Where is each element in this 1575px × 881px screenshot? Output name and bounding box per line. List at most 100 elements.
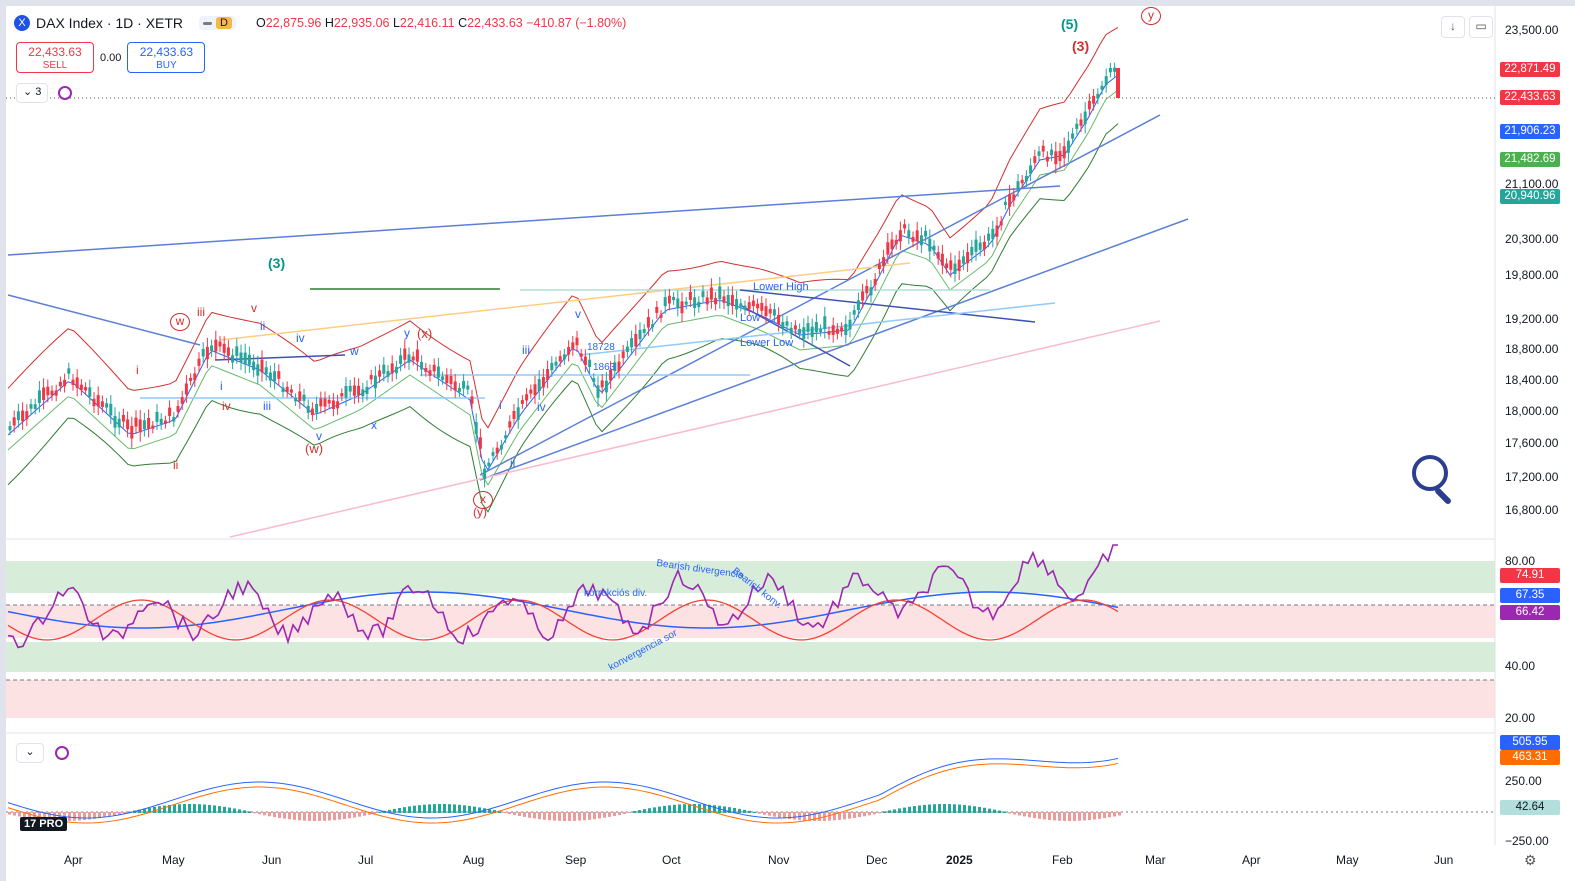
candle-body xyxy=(487,462,491,466)
candle-body xyxy=(331,400,335,409)
candle-body xyxy=(415,349,419,362)
macd-histogram-bar xyxy=(463,805,466,813)
macd-histogram-bar xyxy=(653,807,656,813)
candle-body xyxy=(189,377,193,381)
macd-histogram-bar xyxy=(148,807,151,813)
buy-button[interactable]: 22,433.63 BUY xyxy=(127,42,206,73)
candle-body xyxy=(978,242,982,250)
macd-histogram-bar xyxy=(733,807,736,813)
wave-label-y-circle: y xyxy=(1141,7,1161,25)
price-tag: 22,871.49 xyxy=(1500,62,1560,77)
candle-body xyxy=(735,298,739,310)
macd-histogram-bar xyxy=(1008,812,1011,814)
candle-body xyxy=(642,328,646,333)
macd-histogram-bar xyxy=(783,812,786,819)
wave-sub-label: iii xyxy=(197,305,205,319)
symbol-title[interactable]: DAX Index · 1D · XETR xyxy=(36,15,184,31)
rsi-band xyxy=(6,642,1495,672)
rsi-ma-blue xyxy=(7,591,1119,629)
candle-body xyxy=(378,370,382,377)
month-tick: Jun xyxy=(262,853,282,867)
candle-body xyxy=(231,355,235,363)
candle-body xyxy=(915,230,919,242)
macd-histogram-bar xyxy=(313,812,316,821)
candle-body xyxy=(667,295,671,304)
candle-body xyxy=(856,300,860,311)
fullscreen-icon[interactable]: ▭ xyxy=(1469,16,1493,38)
visibility-pill[interactable]: D xyxy=(199,16,236,30)
candle-body xyxy=(126,419,130,430)
candle-body xyxy=(105,403,109,408)
download-icon[interactable]: ↓ xyxy=(1441,16,1465,38)
candle-body xyxy=(21,410,25,422)
candle-body xyxy=(247,354,251,365)
settings-icon[interactable]: ⚙ xyxy=(1524,852,1537,868)
annotation-low: Low xyxy=(740,312,761,324)
wave-sub-label: i xyxy=(220,379,223,393)
annotation-lower-high: Lower High xyxy=(753,281,809,293)
candle-body xyxy=(96,395,100,407)
candle-body xyxy=(537,379,541,392)
candle-body xyxy=(256,364,260,376)
macd-histogram-bar xyxy=(578,812,581,821)
candle-body xyxy=(1054,151,1058,165)
candle-body xyxy=(1041,145,1045,152)
macd-histogram-bar xyxy=(58,812,61,821)
macd-histogram-bar xyxy=(108,812,111,817)
wave-label-w-paren: (w) xyxy=(305,441,324,456)
candle-body xyxy=(613,362,617,372)
macd-histogram-bar xyxy=(98,812,101,819)
candle-body xyxy=(680,301,684,314)
candle-body xyxy=(819,328,823,332)
macd-histogram-bar xyxy=(768,812,771,816)
macd-histogram-bar xyxy=(548,812,551,821)
candle-body xyxy=(210,345,214,352)
candle-body xyxy=(1096,93,1100,99)
candle-body xyxy=(1012,194,1016,201)
candle-body xyxy=(163,420,167,424)
macd-histogram-bar xyxy=(168,805,171,813)
candle-body xyxy=(142,420,146,430)
candle-body xyxy=(294,397,298,402)
trend-line xyxy=(7,185,1061,256)
indicators-collapse-button[interactable]: ⌄ 3 xyxy=(16,83,49,103)
candle-body xyxy=(798,328,802,334)
macd-histogram-bar xyxy=(1093,812,1096,820)
macd-histogram-bar xyxy=(813,812,816,821)
macd-histogram-bar xyxy=(163,805,166,813)
macd-histogram-bar xyxy=(673,804,676,813)
macd-histogram-bar xyxy=(708,804,711,813)
macd-histogram-bar xyxy=(193,804,196,813)
candle-body xyxy=(655,306,659,313)
macd-histogram-bar xyxy=(523,812,526,817)
candle-body xyxy=(987,233,991,241)
pane-collapse-button[interactable]: ⌄ xyxy=(16,743,44,763)
macd-histogram-bar xyxy=(898,808,901,813)
candle-body xyxy=(777,314,781,324)
candle-body xyxy=(852,310,856,315)
symbol-legend[interactable]: X DAX Index · 1D · XETR D O22,875.96 H22… xyxy=(14,15,626,31)
macd-histogram-bar xyxy=(623,812,626,815)
candle-body xyxy=(193,373,197,381)
price-tag: 67.35 xyxy=(1500,588,1560,603)
trade-panel: 22,433.63 SELL 0.00 22,433.63 BUY xyxy=(16,42,206,73)
candle-body xyxy=(722,296,726,303)
magnifier-icon[interactable] xyxy=(1412,455,1448,491)
candle-body xyxy=(319,398,323,407)
candle-body xyxy=(999,221,1003,226)
month-tick: Feb xyxy=(1052,853,1073,867)
sync-icon[interactable] xyxy=(55,746,69,760)
macd-histogram-bar xyxy=(348,812,351,819)
candle-body xyxy=(214,339,218,352)
candle-body xyxy=(226,347,230,356)
macd-histogram-bar xyxy=(123,812,126,814)
candle-body xyxy=(499,445,503,450)
macd-histogram-bar xyxy=(48,812,51,821)
wave-label-3-green: (3) xyxy=(268,255,286,271)
sell-button[interactable]: 22,433.63 SELL xyxy=(16,42,94,73)
macd-histogram-bar xyxy=(838,812,841,820)
sync-icon[interactable] xyxy=(58,86,72,100)
macd-histogram-bar xyxy=(543,812,546,820)
month-tick: Sep xyxy=(565,853,587,867)
